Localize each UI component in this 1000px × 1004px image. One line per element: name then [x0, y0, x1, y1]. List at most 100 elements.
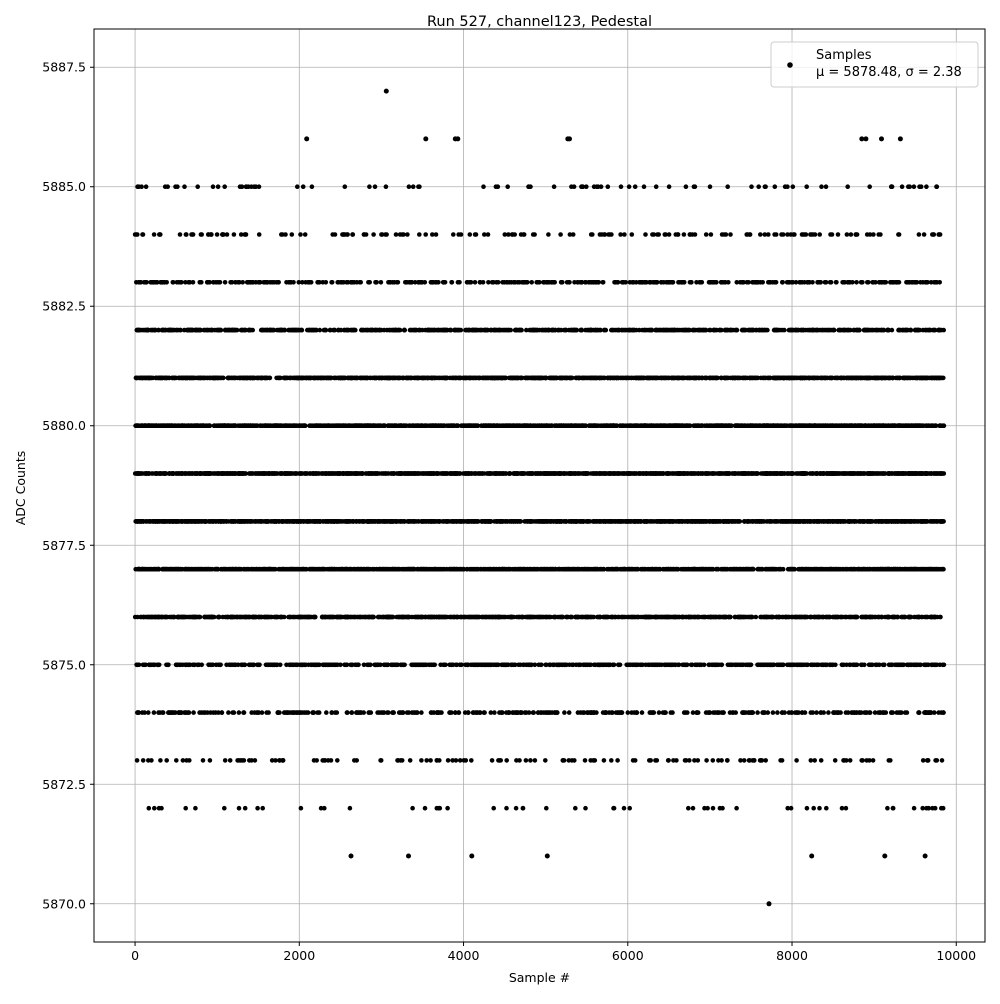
data-point — [735, 328, 740, 333]
data-point — [694, 280, 699, 285]
data-point — [887, 328, 892, 333]
data-point — [572, 423, 577, 428]
data-point — [593, 280, 598, 285]
data-point — [709, 232, 714, 237]
data-point — [339, 280, 344, 285]
data-point — [552, 376, 557, 381]
data-point — [782, 423, 787, 428]
data-point — [139, 184, 144, 189]
data-point — [654, 184, 659, 189]
data-point — [904, 423, 909, 428]
data-point — [182, 184, 187, 189]
data-point — [328, 328, 333, 333]
data-point — [792, 376, 797, 381]
data-point — [480, 328, 485, 333]
data-point — [874, 328, 879, 333]
data-point — [391, 328, 396, 333]
data-point — [589, 328, 594, 333]
data-point — [904, 328, 909, 333]
data-point — [854, 232, 859, 237]
data-point — [175, 184, 180, 189]
data-point — [174, 423, 179, 428]
data-point — [513, 328, 518, 333]
data-point — [531, 423, 536, 428]
data-point — [611, 423, 616, 428]
data-point — [935, 184, 940, 189]
data-point — [575, 280, 580, 285]
data-point — [789, 328, 794, 333]
data-point — [889, 184, 894, 189]
data-point — [775, 423, 780, 428]
data-point — [688, 232, 693, 237]
data-point — [305, 328, 310, 333]
data-point — [941, 328, 946, 333]
data-point — [362, 232, 367, 237]
data-point — [806, 280, 811, 285]
data-point — [143, 376, 148, 381]
data-point — [491, 280, 496, 285]
data-point — [486, 280, 491, 285]
data-point — [938, 423, 943, 428]
data-point — [876, 232, 881, 237]
data-point — [354, 423, 359, 428]
data-point — [567, 376, 572, 381]
data-point — [218, 376, 223, 381]
data-point — [824, 184, 829, 189]
data-point — [457, 328, 462, 333]
data-point — [613, 328, 618, 333]
data-point — [725, 184, 730, 189]
data-point — [715, 423, 720, 428]
data-point — [620, 423, 625, 428]
data-point — [820, 376, 825, 381]
data-point — [675, 232, 680, 237]
data-point — [828, 232, 833, 237]
data-point — [519, 232, 524, 237]
data-point — [838, 328, 843, 333]
data-point — [552, 184, 557, 189]
data-point — [294, 328, 299, 333]
data-point — [773, 376, 778, 381]
data-point — [929, 280, 934, 285]
data-point — [453, 376, 458, 381]
data-point — [343, 184, 348, 189]
data-point — [403, 423, 408, 428]
data-point — [804, 184, 809, 189]
data-point — [937, 232, 942, 237]
data-point — [628, 280, 633, 285]
data-point — [631, 376, 636, 381]
data-point — [606, 423, 611, 428]
data-point — [808, 423, 813, 428]
data-point — [216, 423, 221, 428]
data-point — [758, 232, 763, 237]
data-point — [505, 280, 510, 285]
data-point — [178, 328, 183, 333]
data-point — [529, 376, 534, 381]
data-point — [216, 184, 221, 189]
data-point — [535, 328, 540, 333]
data-point — [655, 232, 660, 237]
data-point — [867, 184, 872, 189]
data-point — [688, 280, 693, 285]
data-point — [351, 232, 356, 237]
data-point — [451, 232, 456, 237]
data-point — [374, 376, 379, 381]
data-point — [393, 423, 398, 428]
data-point — [501, 423, 506, 428]
data-point — [906, 184, 911, 189]
data-point — [583, 376, 588, 381]
data-point — [663, 232, 668, 237]
data-point — [529, 280, 534, 285]
data-point — [757, 423, 762, 428]
data-point — [233, 280, 238, 285]
data-point — [605, 376, 610, 381]
data-point — [546, 232, 551, 237]
data-point — [216, 328, 221, 333]
data-point — [518, 328, 523, 333]
data-point — [654, 376, 659, 381]
data-point — [908, 328, 913, 333]
data-point — [893, 423, 898, 428]
data-point — [187, 328, 192, 333]
data-point — [300, 376, 305, 381]
data-point — [283, 232, 288, 237]
data-point — [728, 232, 733, 237]
